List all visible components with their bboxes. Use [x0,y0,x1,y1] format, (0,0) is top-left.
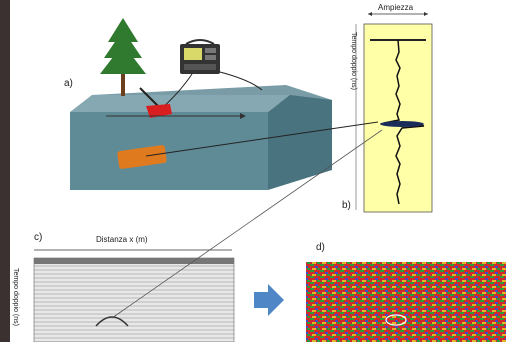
processed-image [306,262,506,342]
amplitude-label: Ampiezza [378,3,414,12]
ground-top-front [70,95,290,112]
buried-target [117,145,167,169]
trace-panel: Ampiezza Tempo doppio (ns) b) [342,3,433,213]
tree-icon [100,18,146,96]
ground-front-face [70,112,268,190]
panel-label-a: a) [64,78,73,89]
gpr-control-unit-icon [180,39,220,74]
radargram-hyperbola [95,316,129,327]
left-edge-shadow [0,0,10,342]
radargram-panel: c) Distanza x (m) Tempo doppio (ns) [12,232,235,342]
radargram-time-label: Tempo doppio (ns) [12,268,19,326]
target-to-radargram-line [111,129,383,319]
trace-reflection-peak [380,121,424,127]
radargram-image [33,257,235,342]
ground-side-face [268,95,332,190]
trace-time-label: Tempo doppio (ns) [350,32,357,90]
ground-block [70,85,332,190]
panel-label-b: b) [342,200,351,211]
target-to-trace-line [145,121,379,157]
panel-label-c: c) [34,232,42,243]
panel-label-d: d) [316,242,325,253]
distance-label: Distanza x (m) [96,235,148,244]
right-arrow-icon [254,284,284,316]
gpr-antenna-icon [106,71,263,119]
processed-panel: d) [306,242,506,342]
